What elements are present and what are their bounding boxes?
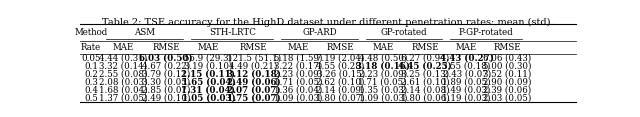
Text: 0.1: 0.1 [84, 62, 98, 71]
Text: MAE: MAE [288, 43, 309, 52]
Text: RMSE: RMSE [240, 43, 268, 52]
Text: 1.49 (0.03): 1.49 (0.03) [442, 86, 491, 95]
Text: 0.05: 0.05 [81, 54, 100, 63]
Text: 2.23 (0.09): 2.23 (0.09) [275, 70, 323, 79]
Text: GP-rotated: GP-rotated [381, 28, 428, 37]
Text: 0.3: 0.3 [84, 78, 98, 87]
Text: 2.62 (0.10): 2.62 (0.10) [316, 78, 365, 87]
Text: MAE: MAE [456, 43, 477, 52]
Text: RMSE: RMSE [327, 43, 355, 52]
Text: 2.49 (0.10): 2.49 (0.10) [141, 94, 190, 103]
Text: 1.05 (0.03): 1.05 (0.03) [182, 94, 236, 103]
Text: Rate: Rate [81, 43, 101, 52]
Text: RMSE: RMSE [493, 43, 520, 52]
Text: 3.19 (0.10): 3.19 (0.10) [184, 62, 233, 71]
Text: 4.43 (0.27): 4.43 (0.27) [440, 54, 493, 63]
Text: 0.4: 0.4 [84, 86, 98, 95]
Text: 3.55 (0.18): 3.55 (0.18) [442, 62, 491, 71]
Text: 1.36 (0.04): 1.36 (0.04) [275, 86, 323, 95]
Text: 2.15 (0.11): 2.15 (0.11) [182, 70, 236, 79]
Text: 1.31 (0.04): 1.31 (0.04) [182, 86, 236, 95]
Text: 1.37 (0.05): 1.37 (0.05) [99, 94, 147, 103]
Text: 5.00 (0.30): 5.00 (0.30) [483, 62, 531, 71]
Text: 121.5 (51.1): 121.5 (51.1) [227, 54, 281, 63]
Text: 3.26 (0.15): 3.26 (0.15) [317, 70, 365, 79]
Text: P-GP-rotated: P-GP-rotated [459, 28, 513, 37]
Text: 3.52 (0.11): 3.52 (0.11) [483, 70, 531, 79]
Text: 7.19 (2.04): 7.19 (2.04) [316, 54, 365, 63]
Text: 2.90 (0.09): 2.90 (0.09) [483, 78, 531, 87]
Text: 2.61 (0.10): 2.61 (0.10) [401, 78, 449, 87]
Text: 2.14 (0.09): 2.14 (0.09) [316, 86, 365, 95]
Text: 4.48 (0.50): 4.48 (0.50) [358, 54, 407, 63]
Text: 1.71 (0.05): 1.71 (0.05) [274, 78, 323, 87]
Text: MAE: MAE [198, 43, 219, 52]
Text: 4.55 (0.28): 4.55 (0.28) [316, 62, 365, 71]
Text: 2.14 (0.08): 2.14 (0.08) [401, 86, 449, 95]
Text: 3.18 (0.16): 3.18 (0.16) [356, 62, 410, 71]
Text: 1.80 (0.06): 1.80 (0.06) [401, 94, 449, 103]
Text: 1.09 (0.03): 1.09 (0.03) [274, 94, 323, 103]
Text: 1.75 (0.07): 1.75 (0.07) [227, 94, 280, 103]
Text: 2.49 (0.06): 2.49 (0.06) [227, 78, 280, 87]
Text: 3.30 (0.05): 3.30 (0.05) [141, 78, 190, 87]
Text: STH-LRTC: STH-LRTC [209, 28, 256, 37]
Text: 3.25 (0.13): 3.25 (0.13) [401, 70, 449, 79]
Text: 1.09 (0.03): 1.09 (0.03) [358, 94, 407, 103]
Text: 1.80 (0.07): 1.80 (0.07) [316, 94, 365, 103]
Text: 2.39 (0.06): 2.39 (0.06) [483, 86, 531, 95]
Text: 3.22 (0.17): 3.22 (0.17) [275, 62, 323, 71]
Text: 4.44 (0.31): 4.44 (0.31) [99, 54, 147, 63]
Text: 55.9 (29.3): 55.9 (29.3) [184, 54, 232, 63]
Text: 1.19 (0.03): 1.19 (0.03) [442, 94, 491, 103]
Text: MAE: MAE [372, 43, 394, 52]
Text: RMSE: RMSE [412, 43, 438, 52]
Text: 5.18 (1.59): 5.18 (1.59) [274, 54, 323, 63]
Text: MAE: MAE [113, 43, 134, 52]
Text: 4.45 (0.25): 4.45 (0.25) [398, 62, 452, 71]
Text: 0.2: 0.2 [84, 70, 98, 79]
Text: 2.03 (0.05): 2.03 (0.05) [483, 94, 531, 103]
Text: 1.89 (0.05): 1.89 (0.05) [442, 78, 491, 87]
Text: Table 2: TSE accuracy for the HighD dataset under different penetration rates: m: Table 2: TSE accuracy for the HighD data… [102, 18, 554, 27]
Text: 3.12 (0.18): 3.12 (0.18) [227, 70, 280, 79]
Text: 2.23 (0.09): 2.23 (0.09) [358, 70, 407, 79]
Text: 3.79 (0.11): 3.79 (0.11) [141, 70, 190, 79]
Text: 4.49 (0.21): 4.49 (0.21) [229, 62, 278, 71]
Text: 1.68 (0.04): 1.68 (0.04) [99, 86, 147, 95]
Text: 2.85 (0.07): 2.85 (0.07) [141, 86, 190, 95]
Text: 3.32 (0.14): 3.32 (0.14) [99, 62, 147, 71]
Text: ASM: ASM [134, 28, 155, 37]
Text: 6.06 (0.43): 6.06 (0.43) [483, 54, 531, 63]
Text: 1.35 (0.03): 1.35 (0.03) [358, 86, 407, 95]
Text: GP-ARD: GP-ARD [302, 28, 337, 37]
Text: 4.67 (0.22): 4.67 (0.22) [141, 62, 190, 71]
Text: 2.43 (0.07): 2.43 (0.07) [442, 70, 491, 79]
Text: 1.71 (0.05): 1.71 (0.05) [358, 78, 407, 87]
Text: 6.03 (0.50): 6.03 (0.50) [139, 54, 193, 63]
Text: 2.08 (0.03): 2.08 (0.03) [99, 78, 147, 87]
Text: 2.55 (0.08): 2.55 (0.08) [99, 70, 147, 79]
Text: RMSE: RMSE [152, 43, 180, 52]
Text: 0.5: 0.5 [84, 94, 98, 103]
Text: 2.07 (0.07): 2.07 (0.07) [227, 86, 280, 95]
Text: Method: Method [74, 28, 108, 37]
Text: 1.65 (0.04): 1.65 (0.04) [182, 78, 236, 87]
Text: 6.27 (0.94): 6.27 (0.94) [401, 54, 449, 63]
